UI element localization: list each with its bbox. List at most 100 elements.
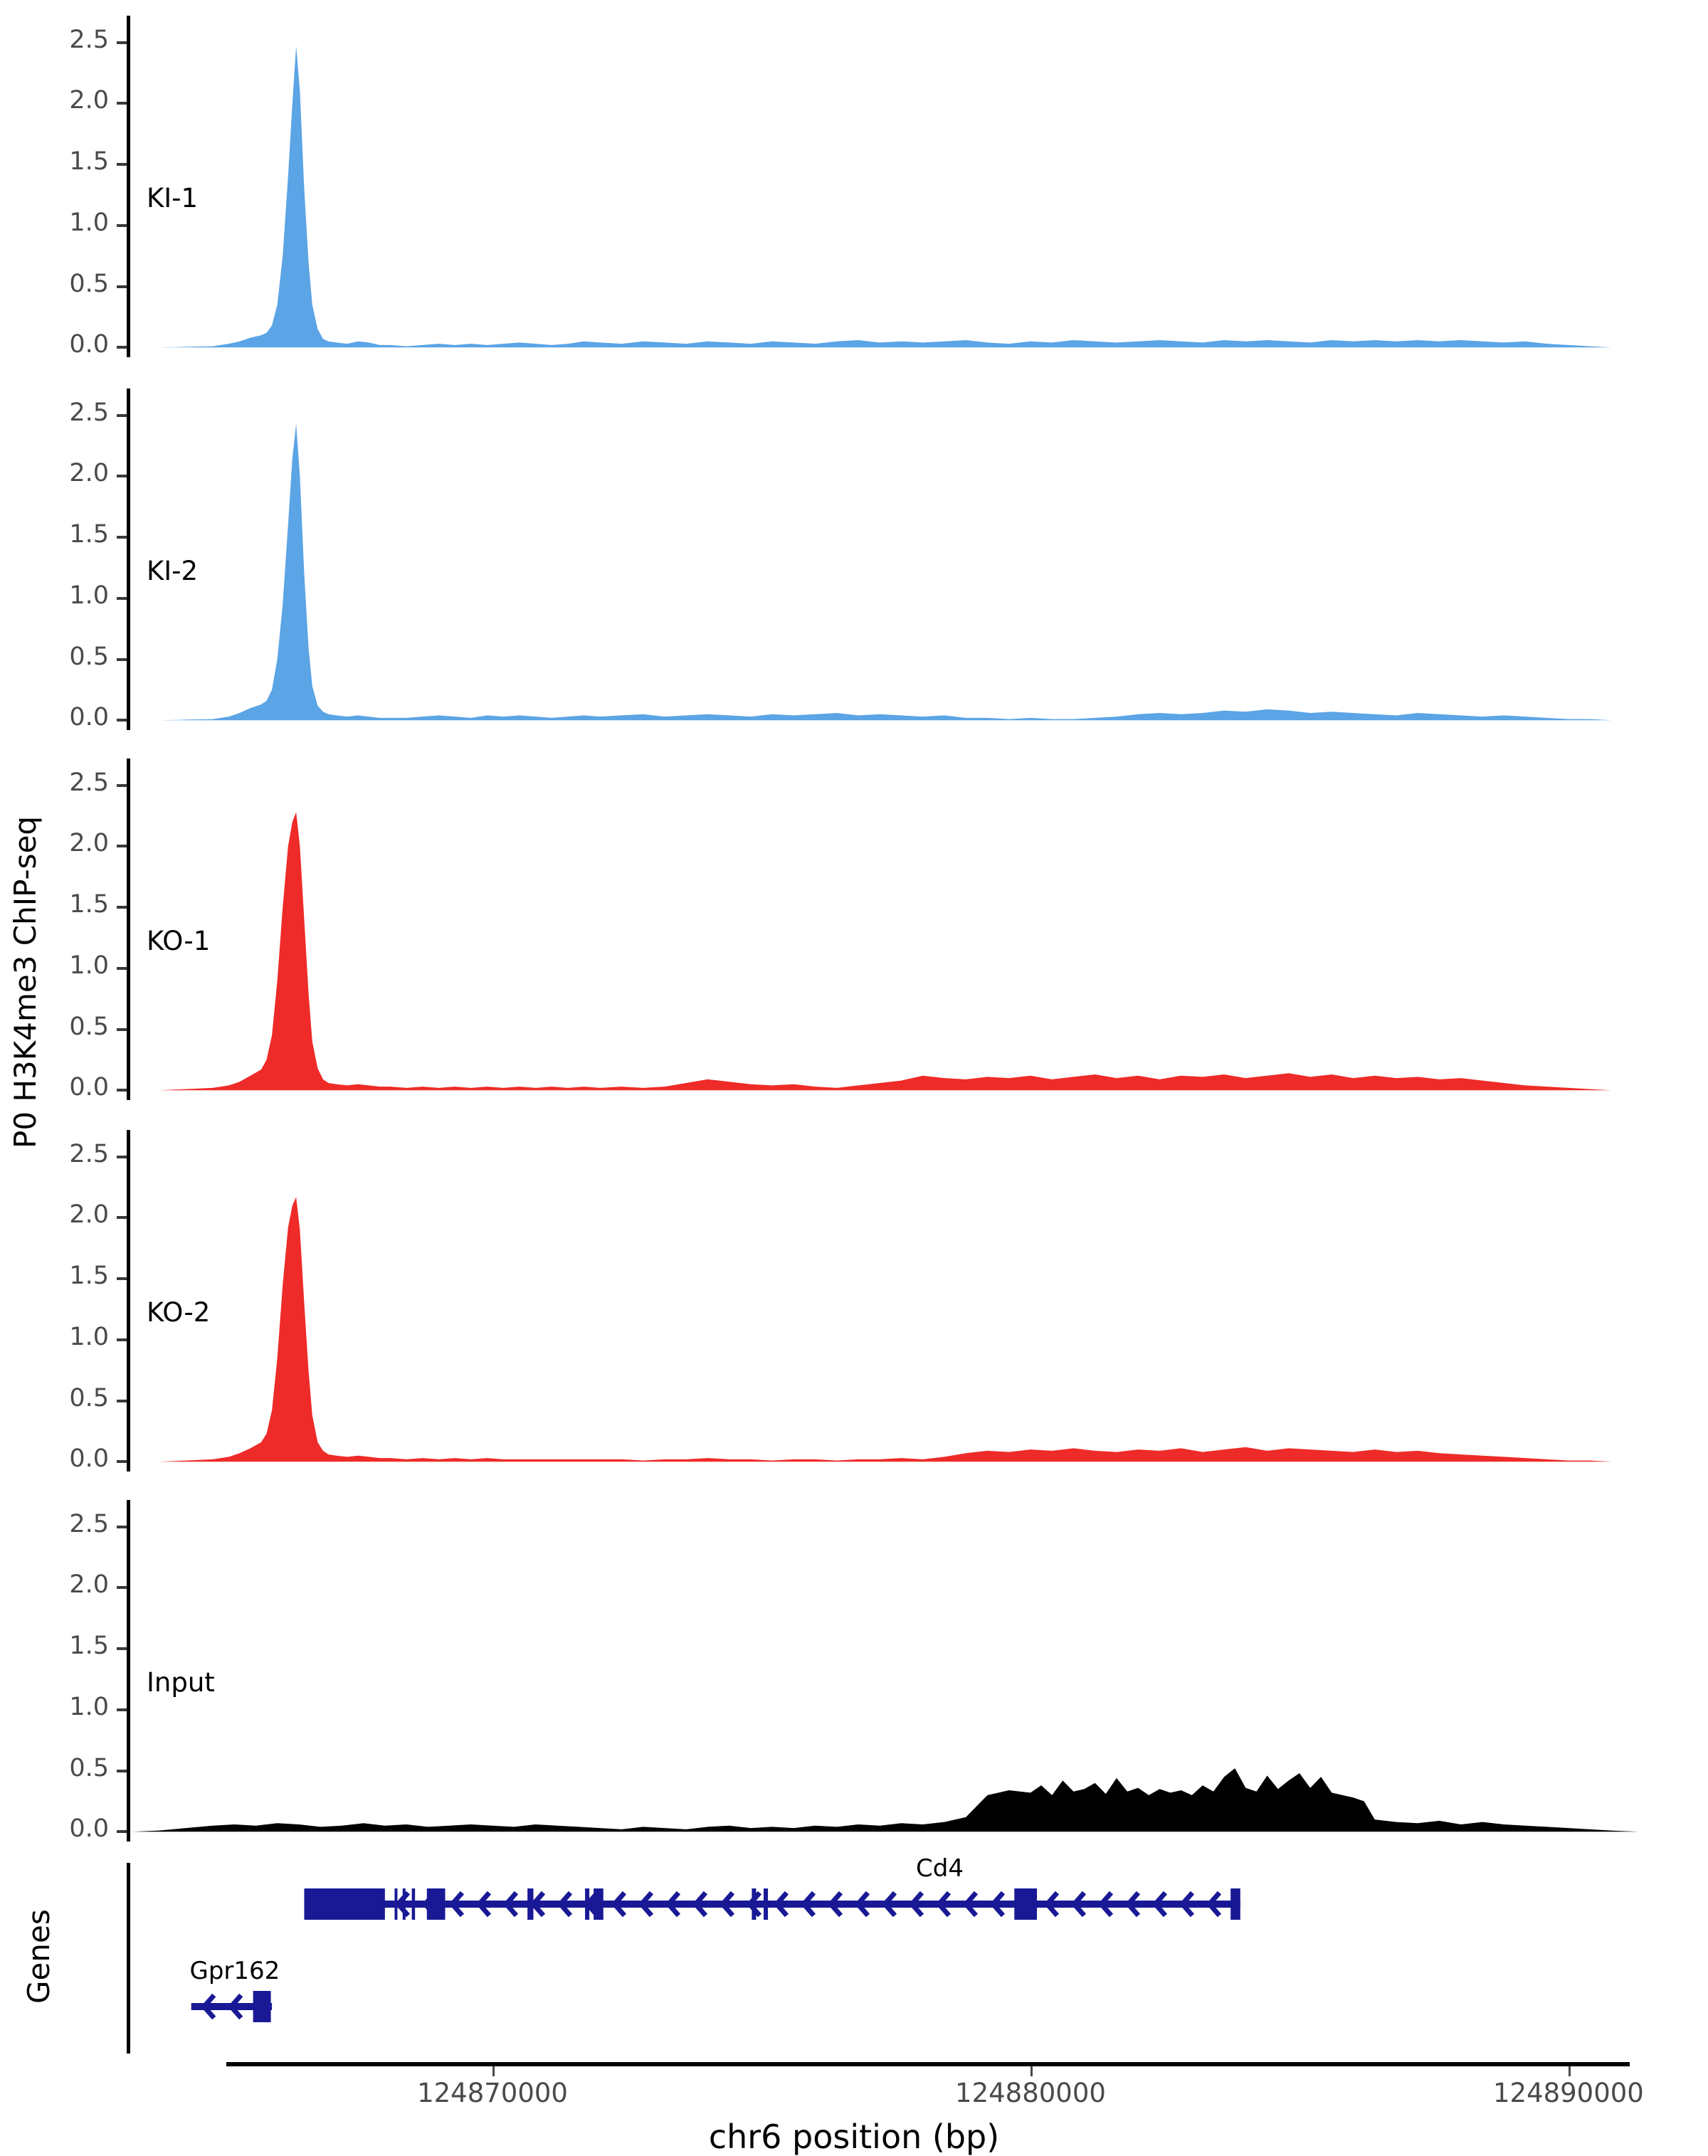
strand-arrow — [908, 1891, 924, 1918]
gene-models — [191, 1888, 1240, 2022]
strand-arrow — [448, 1891, 465, 1918]
strand-arrow — [1206, 1891, 1222, 1918]
strand-arrow — [475, 1891, 492, 1918]
signal-track-input — [132, 1768, 1639, 1832]
y-tick — [117, 1769, 127, 1772]
y-tick — [117, 1708, 127, 1711]
y-tick-label: 1.0 — [69, 581, 109, 610]
y-tick-label: 1.0 — [69, 1322, 109, 1351]
x-tick-label: 124870000 — [417, 2078, 568, 2108]
y-tick-label: 2.5 — [69, 1139, 109, 1168]
y-tick — [117, 845, 127, 848]
exon — [527, 1888, 534, 1920]
x-axis: 124870000 124880000 124890000 — [0, 0, 1708, 2108]
x-tick-label: 124880000 — [955, 2078, 1106, 2108]
y-tick-label: 0.5 — [69, 1383, 109, 1412]
track-panel-input: 2.5 2.0 1.5 1.0 0.5 0.0 Input — [0, 1500, 1708, 1844]
y-tick-label: 2.0 — [69, 1570, 109, 1600]
x-tick — [1568, 2066, 1571, 2076]
y-tick — [117, 413, 127, 417]
y-axis-spine — [127, 1130, 130, 1471]
gene-label-cd4: Cd4 — [916, 1854, 964, 1883]
signal-area — [132, 46, 1639, 348]
gene-body-line — [304, 1901, 1240, 1908]
exon — [304, 1888, 385, 1920]
strand-arrow — [228, 1993, 243, 2020]
strand-arrow — [1124, 1891, 1141, 1918]
y-tick-label: 2.5 — [69, 1509, 109, 1538]
y-tick-label: 0.5 — [69, 1753, 109, 1782]
exon — [394, 1888, 398, 1920]
y-tick-label: 0.0 — [69, 1444, 109, 1474]
track-panel-ko-2: 2.5 2.0 1.5 1.0 0.5 0.0 KO-2 — [0, 1130, 1708, 1474]
strand-arrow — [1151, 1891, 1168, 1918]
y-tick-label: 0.5 — [69, 642, 109, 671]
exon — [426, 1888, 446, 1920]
strand-arrow — [719, 1891, 735, 1918]
strand-arrow — [1070, 1891, 1087, 1918]
y-tick — [117, 966, 127, 970]
gene-cd4[interactable] — [304, 1888, 1240, 1920]
x-axis-label: chr6 position (bp) — [708, 2118, 1000, 2156]
strand-arrow — [989, 1891, 1006, 1918]
y-tick — [117, 223, 127, 227]
y-tick-label: 2.0 — [69, 86, 109, 115]
y-tick — [117, 102, 127, 105]
x-axis-line — [226, 2062, 1630, 2066]
exon — [1014, 1888, 1038, 1920]
y-tick — [117, 285, 127, 288]
signal-track-ki-1 — [132, 46, 1639, 348]
y-tick-label: 1.5 — [69, 890, 109, 919]
strand-arrow — [854, 1891, 870, 1918]
y-tick — [117, 1338, 127, 1341]
exon — [402, 1888, 406, 1920]
y-tick — [117, 1525, 127, 1528]
gene-gpr162[interactable] — [191, 1991, 273, 2022]
y-tick — [117, 41, 127, 44]
gene-label-gpr162: Gpr162 — [189, 1957, 280, 1985]
strand-arrow — [746, 1891, 762, 1918]
signal-track-ki-2 — [132, 423, 1639, 721]
y-tick — [117, 1399, 127, 1402]
track-panel-ki-1: 2.5 2.0 1.5 1.0 0.5 0.0 KI-1 — [0, 16, 1708, 359]
y-tick-label: 0.0 — [69, 330, 109, 359]
x-tick — [1030, 2066, 1033, 2076]
strand-arrow — [502, 1891, 519, 1918]
y-tick-label: 2.0 — [69, 459, 109, 488]
exon — [1230, 1888, 1240, 1920]
y-tick-label: 0.0 — [69, 1814, 109, 1844]
y-tick-label: 1.5 — [69, 520, 109, 549]
strand-arrow — [827, 1891, 843, 1918]
y-tick-label: 0.5 — [69, 269, 109, 298]
strand-arrow — [773, 1891, 789, 1918]
signal-area — [132, 1768, 1639, 1832]
x-tick — [492, 2066, 495, 2076]
y-tick-label: 1.5 — [69, 1262, 109, 1291]
track-label-ko-2: KO-2 — [147, 1297, 211, 1328]
y-tick — [117, 1830, 127, 1834]
exon — [764, 1888, 769, 1920]
strand-arrow — [935, 1891, 951, 1918]
y-tick-label: 1.0 — [69, 1692, 109, 1721]
genes-panel: Cd4 Gpr162 — [0, 1854, 1708, 2054]
track-label-ki-1: KI-1 — [147, 183, 199, 214]
y-tick — [117, 536, 127, 539]
y-tick — [117, 346, 127, 349]
y-tick-label: 1.0 — [69, 208, 109, 237]
y-tick — [117, 475, 127, 478]
track-panel-ki-2: 2.5 2.0 1.5 1.0 0.5 0.0 KI-2 — [0, 389, 1708, 732]
y-axis-spine — [127, 1500, 130, 1841]
y-tick — [117, 1586, 127, 1590]
strand-arrow — [800, 1891, 816, 1918]
y-tick-label: 0.0 — [69, 703, 109, 732]
strand-arrow — [1043, 1891, 1060, 1918]
y-tick — [117, 1216, 127, 1220]
signal-track-ko-2 — [132, 1197, 1639, 1462]
strand-arrow — [692, 1891, 708, 1918]
track-label-ki-2: KI-2 — [147, 556, 199, 587]
exon — [253, 1991, 271, 2022]
y-tick — [117, 1027, 127, 1031]
y-tick — [117, 1460, 127, 1464]
exon — [585, 1888, 590, 1920]
